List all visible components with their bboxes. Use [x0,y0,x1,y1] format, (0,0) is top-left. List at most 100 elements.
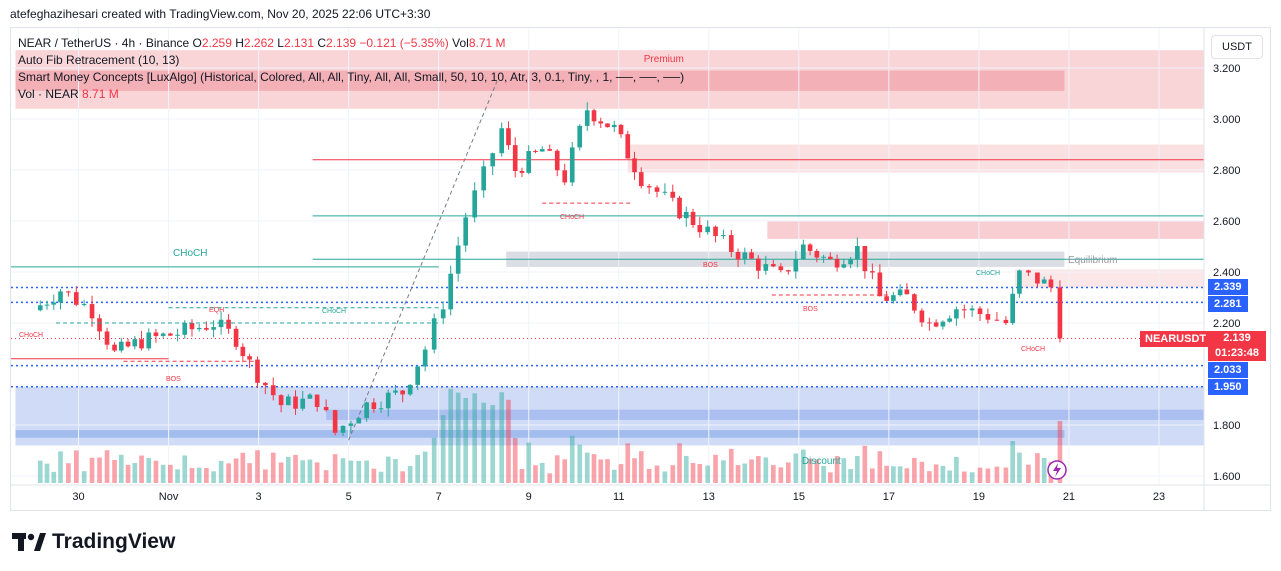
legend-indicator-vol[interactable]: Vol · NEAR 8.71 M [18,86,684,103]
candle-up [821,256,826,258]
volume-bar [969,472,975,483]
volume-bar [393,459,398,483]
candle-up [683,211,689,219]
y-tick-label: 2.800 [1213,165,1241,177]
volume-bar [877,451,883,483]
volume-bar [415,454,420,483]
legend-indicator-fib[interactable]: Auto Fib Retracement (10, 13) [18,53,180,67]
volume-bar [89,457,95,483]
candle-down [293,396,298,409]
volume-bar [646,468,652,483]
candle-up [897,289,903,296]
candle-down [233,328,239,347]
volume-bar [463,397,469,483]
legend-vol-name: Vol · NEAR [18,87,79,101]
volume-bar [985,468,991,483]
candlestick-chart[interactable]: Premium Equilibrium Discount CHoCH CHoCH CHoC… [0,0,1281,520]
candle-down [278,395,284,406]
legend-vol: 8.71 M [468,36,506,50]
currency-selector-button[interactable]: USDT [1211,35,1263,59]
candle-down [605,123,610,128]
candle-down [400,390,405,395]
candle-up [1010,293,1015,324]
volume-bar [940,465,946,483]
volume-bar [526,442,532,483]
candle-down [554,150,560,171]
candle-down [834,258,840,268]
premium-label: Premium [644,54,684,65]
volume-bar [340,458,346,483]
y-tick-label: 3.200 [1213,63,1241,75]
candle-down [713,226,718,237]
premium-inner-zone [15,70,1065,91]
volume-bar [51,471,57,483]
candle-down [270,385,276,396]
legend-high: 2.262 [243,36,274,50]
bos-label-right: BOS [803,306,818,313]
candle-up [1017,270,1022,294]
volume-bar [348,460,354,483]
volume-bar [81,471,87,483]
candle-down [189,323,195,330]
candle-down [654,187,660,192]
volume-bar [255,450,260,483]
legend-high-label: H [235,36,244,50]
volume-bar [139,455,144,483]
volume-bar [385,456,391,483]
x-tick-label: 30 [72,491,84,503]
candle-up [539,149,545,152]
volume-bar [58,451,63,483]
legend-indicator-smc[interactable]: Smart Money Concepts [LuxAlgo] (Historic… [18,70,685,84]
candle-down [204,327,209,330]
legend-symbol[interactable]: NEAR / TetherUS · 4h · Binance [18,36,190,50]
candle-down [933,322,939,327]
candle-down [323,406,329,411]
candle-up [218,319,224,328]
volume-bar [749,459,754,483]
candle-up [118,341,124,351]
candle-up [940,321,946,327]
candle-up [175,334,180,336]
candle-up [577,125,583,148]
candle-down [591,110,597,122]
volume-bar [638,451,644,483]
volume-bar [153,460,159,483]
candle-up [211,327,216,330]
candle-up [455,245,461,274]
volume-bar [364,460,369,483]
volume-bar [233,458,239,483]
candle-down [618,124,624,135]
candle-up [81,304,87,306]
candle-up [763,264,769,271]
candle-up [356,418,362,424]
volume-bar [912,458,917,483]
volume-bar [512,438,518,483]
volume-bar [356,460,362,483]
candle-down [97,318,102,332]
candle-down [512,145,518,171]
grid-layer [11,28,1204,485]
candle-up [160,333,166,336]
candle-up [307,394,313,399]
demand-zone [326,409,1204,420]
candle-down [598,121,604,124]
volume-bar [884,465,889,483]
discount-label: Discount [802,456,841,467]
volume-bar [506,399,511,483]
x-tick-label: 17 [883,491,895,503]
symbol-price-tag: NEARUSDT [1140,331,1212,347]
volume-bar [533,465,538,483]
current-price-tag: 2.139 01:23:48 [1208,331,1266,361]
volume-bar [577,444,583,483]
tradingview-logo[interactable]: TradingView [12,530,175,554]
volume-bar [828,472,833,483]
volume-bar [73,450,79,483]
candle-up [891,295,896,301]
candle-down [1003,319,1009,324]
volume-bar [240,452,246,483]
candle-down [862,246,868,272]
candle-up [841,264,847,268]
current-price-value: 2.139 [1223,332,1251,344]
volume-bar [378,471,384,483]
y-tick-label: 3.000 [1213,114,1241,126]
